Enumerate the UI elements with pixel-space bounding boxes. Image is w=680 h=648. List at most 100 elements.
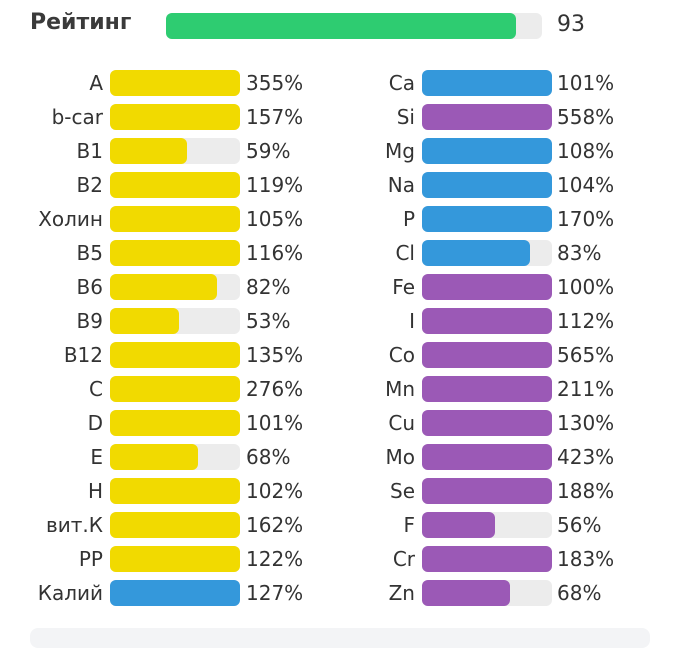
- nutrient-row: Se 188%: [0, 475, 680, 509]
- rating-label: Рейтинг: [30, 10, 132, 35]
- nutrient-percent: 127%: [246, 581, 304, 605]
- nutrient-row: D 101%: [0, 407, 680, 441]
- nutrient-label: B1: [76, 139, 103, 163]
- nutrient-percent: 355%: [246, 71, 304, 95]
- nutrient-row: Mg 108%: [0, 135, 680, 169]
- nutrient-bar-fill: [422, 478, 552, 504]
- nutrient-bar: [422, 410, 552, 436]
- nutrient-bar-fill: [422, 444, 552, 470]
- nutrient-label: D: [87, 411, 103, 435]
- nutrient-bar: [110, 512, 240, 538]
- nutrient-label: B12: [63, 343, 103, 367]
- nutrient-bar: [422, 580, 552, 606]
- nutrient-bar-fill: [422, 580, 510, 606]
- nutrient-bar: [422, 70, 552, 96]
- nutrient-bar-fill: [422, 546, 552, 572]
- rating-value: 93: [557, 12, 585, 37]
- nutrient-label: Na: [387, 173, 415, 197]
- nutrient-percent: 170%: [557, 207, 615, 231]
- nutrient-percent: 56%: [557, 513, 602, 537]
- nutrient-percent: 183%: [557, 547, 615, 571]
- nutrient-bar: [110, 410, 240, 436]
- nutrient-label: PP: [78, 547, 103, 571]
- nutrient-row: P 170%: [0, 203, 680, 237]
- nutrient-row: B12 135%: [0, 339, 680, 373]
- nutrient-label: B2: [76, 173, 103, 197]
- nutrient-bar-fill: [422, 274, 552, 300]
- nutrient-row: Co 565%: [0, 339, 680, 373]
- nutrient-row: Cl 83%: [0, 237, 680, 271]
- nutrient-percent: 68%: [557, 581, 602, 605]
- nutrient-label: B5: [76, 241, 103, 265]
- nutrient-bar: [110, 478, 240, 504]
- nutrient-bar-fill: [422, 104, 552, 130]
- rating-row: Рейтинг 93: [0, 0, 680, 52]
- nutrient-row: B5 116%: [0, 237, 680, 271]
- nutrient-percent: 558%: [557, 105, 615, 129]
- nutrient-row: Zn 68%: [0, 577, 680, 611]
- nutrient-row: Cu 130%: [0, 407, 680, 441]
- nutrient-bar-fill: [110, 546, 240, 572]
- nutrient-row: C 276%: [0, 373, 680, 407]
- nutrient-label: Se: [390, 479, 415, 503]
- nutrient-bar-fill: [110, 70, 240, 96]
- nutrient-percent: 104%: [557, 173, 615, 197]
- nutrient-label: B9: [76, 309, 103, 333]
- nutrient-bar-fill: [110, 104, 240, 130]
- nutrient-bar: [110, 104, 240, 130]
- nutrient-bar: [422, 240, 552, 266]
- nutrient-percent: 82%: [246, 275, 291, 299]
- nutrient-percent: 130%: [557, 411, 615, 435]
- nutrient-bar-fill: [422, 70, 552, 96]
- nutrient-bar: [422, 274, 552, 300]
- nutrient-percent: 83%: [557, 241, 602, 265]
- nutrient-percent: 423%: [557, 445, 615, 469]
- nutrient-bar: [422, 376, 552, 402]
- nutrient-row: Холин 105%: [0, 203, 680, 237]
- nutrient-label: Si: [396, 105, 415, 129]
- nutrient-row: Mo 423%: [0, 441, 680, 475]
- nutrient-percent: 100%: [557, 275, 615, 299]
- nutrient-bar-fill: [422, 376, 552, 402]
- nutrient-row: Калий 127%: [0, 577, 680, 611]
- nutrient-row: F 56%: [0, 509, 680, 543]
- nutrient-bar: [110, 172, 240, 198]
- nutrient-label: b-car: [51, 105, 103, 129]
- nutrient-percent: 112%: [557, 309, 615, 333]
- nutrient-label: Cr: [392, 547, 415, 571]
- nutrient-label: B6: [76, 275, 103, 299]
- nutrient-bar-fill: [422, 240, 530, 266]
- rating-bar: [166, 13, 542, 39]
- nutrient-percent: 53%: [246, 309, 291, 333]
- nutrient-percent: 122%: [246, 547, 304, 571]
- nutrient-bar: [422, 206, 552, 232]
- nutrient-row: b-car 157%: [0, 101, 680, 135]
- nutrient-label: Ca: [388, 71, 415, 95]
- nutrient-bar-fill: [110, 138, 187, 164]
- nutrient-row: Cr 183%: [0, 543, 680, 577]
- nutrient-row: вит.К 162%: [0, 509, 680, 543]
- nutrient-label: Mo: [385, 445, 416, 469]
- nutrient-bar-fill: [110, 172, 240, 198]
- nutrient-row: B2 119%: [0, 169, 680, 203]
- nutrient-percent: 565%: [557, 343, 615, 367]
- nutrient-row: Si 558%: [0, 101, 680, 135]
- nutrient-bar-fill: [110, 342, 240, 368]
- nutrient-label: C: [89, 377, 103, 401]
- nutrient-bar: [422, 512, 552, 538]
- nutrient-label: F: [403, 513, 415, 537]
- nutrient-bar-fill: [422, 410, 552, 436]
- nutrient-bar: [110, 376, 240, 402]
- nutrient-percent: 162%: [246, 513, 304, 537]
- nutrient-label: E: [90, 445, 103, 469]
- nutrient-bar: [422, 308, 552, 334]
- nutrient-bar: [422, 172, 552, 198]
- nutrient-bar-fill: [110, 240, 240, 266]
- nutrient-bar: [110, 580, 240, 606]
- nutrient-bar-fill: [110, 512, 240, 538]
- nutrient-label: Mg: [385, 139, 415, 163]
- nutrient-bar: [110, 342, 240, 368]
- nutrient-percent: 116%: [246, 241, 304, 265]
- nutrient-label: H: [87, 479, 103, 503]
- nutrient-row: B1 59%: [0, 135, 680, 169]
